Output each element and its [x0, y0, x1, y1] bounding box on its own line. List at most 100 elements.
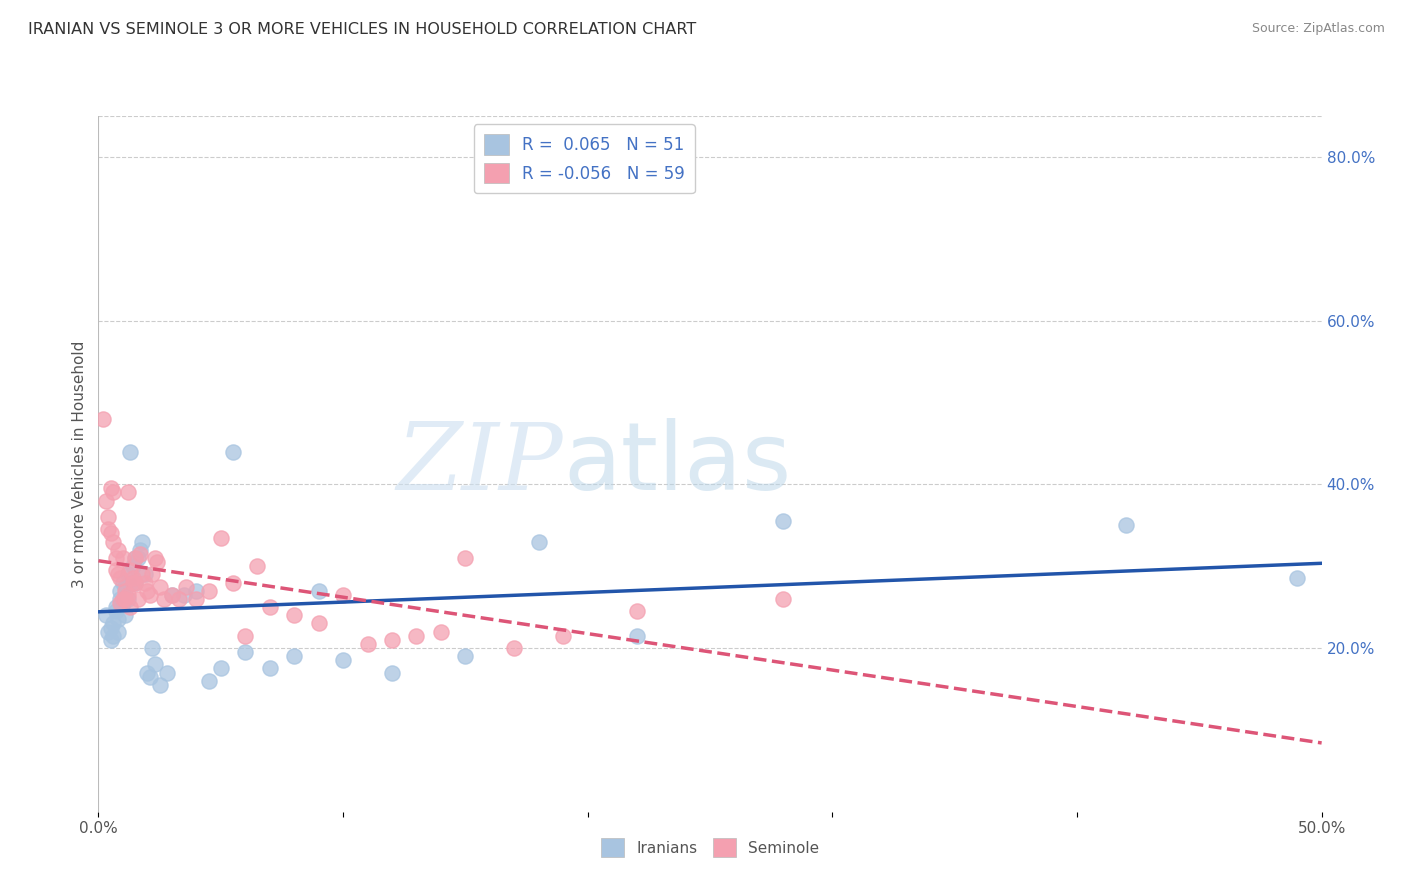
Point	[120, 600, 142, 615]
Point	[129, 542, 152, 557]
Point	[197, 583, 219, 598]
Point	[114, 580, 136, 594]
Point	[129, 547, 152, 561]
Point	[101, 534, 124, 549]
Point	[454, 649, 477, 664]
Point	[222, 444, 245, 458]
Point	[626, 604, 648, 618]
Point	[381, 632, 404, 647]
Point	[104, 563, 127, 577]
Point	[127, 591, 149, 606]
Point	[131, 534, 153, 549]
Point	[97, 624, 120, 639]
Point	[146, 555, 169, 569]
Point	[107, 542, 129, 557]
Point	[117, 588, 139, 602]
Point	[111, 575, 134, 590]
Point	[104, 600, 127, 615]
Point	[107, 567, 129, 582]
Point	[167, 591, 190, 606]
Point	[114, 591, 136, 606]
Point	[131, 567, 153, 582]
Point	[308, 616, 330, 631]
Point	[186, 583, 208, 598]
Point	[114, 583, 136, 598]
Point	[111, 551, 134, 566]
Point	[101, 616, 124, 631]
Point	[110, 591, 132, 606]
Point	[153, 591, 176, 606]
Point	[117, 567, 139, 582]
Point	[120, 444, 142, 458]
Point	[104, 604, 127, 618]
Point	[156, 665, 179, 680]
Point	[209, 531, 232, 545]
Point	[127, 551, 149, 566]
Point	[454, 551, 477, 566]
Point	[405, 629, 427, 643]
Point	[117, 485, 139, 500]
Point	[1286, 571, 1309, 585]
Point	[100, 632, 122, 647]
Point	[176, 580, 198, 594]
Point	[173, 588, 195, 602]
Point	[503, 640, 526, 655]
Point	[381, 665, 404, 680]
Point	[772, 591, 794, 606]
Point	[259, 600, 281, 615]
Point	[160, 588, 183, 602]
Point	[107, 612, 129, 626]
Point	[143, 551, 166, 566]
Point	[1115, 518, 1137, 533]
Point	[97, 522, 120, 536]
Point	[160, 588, 183, 602]
Point	[233, 629, 256, 643]
Point	[124, 575, 146, 590]
Point	[772, 514, 794, 528]
Point	[94, 493, 117, 508]
Point	[100, 621, 122, 635]
Point	[101, 629, 124, 643]
Point	[527, 534, 550, 549]
Text: Source: ZipAtlas.com: Source: ZipAtlas.com	[1251, 22, 1385, 36]
Text: ZIP: ZIP	[396, 419, 564, 508]
Point	[553, 629, 575, 643]
Point	[97, 510, 120, 524]
Point	[107, 624, 129, 639]
Point	[332, 653, 354, 667]
Point	[136, 665, 159, 680]
Point	[139, 670, 162, 684]
Point	[124, 551, 146, 566]
Point	[283, 649, 305, 664]
Legend: Iranians, Seminole: Iranians, Seminole	[595, 832, 825, 863]
Point	[259, 661, 281, 675]
Point	[110, 583, 132, 598]
Point	[134, 567, 156, 582]
Point	[308, 583, 330, 598]
Point	[143, 657, 166, 672]
Point	[111, 591, 134, 606]
Point	[120, 563, 142, 577]
Point	[100, 482, 122, 496]
Point	[121, 559, 143, 574]
Point	[104, 551, 127, 566]
Point	[110, 596, 132, 610]
Point	[141, 640, 163, 655]
Point	[332, 588, 354, 602]
Text: IRANIAN VS SEMINOLE 3 OR MORE VEHICLES IN HOUSEHOLD CORRELATION CHART: IRANIAN VS SEMINOLE 3 OR MORE VEHICLES I…	[28, 22, 696, 37]
Point	[100, 526, 122, 541]
Point	[124, 551, 146, 566]
Point	[101, 485, 124, 500]
Point	[91, 412, 114, 426]
Point	[124, 575, 146, 590]
Point	[283, 608, 305, 623]
Point	[121, 571, 143, 585]
Point	[222, 575, 245, 590]
Point	[209, 661, 232, 675]
Point	[233, 645, 256, 659]
Point	[114, 608, 136, 623]
Point	[149, 580, 172, 594]
Point	[356, 637, 378, 651]
Point	[111, 596, 134, 610]
Text: atlas: atlas	[564, 417, 792, 510]
